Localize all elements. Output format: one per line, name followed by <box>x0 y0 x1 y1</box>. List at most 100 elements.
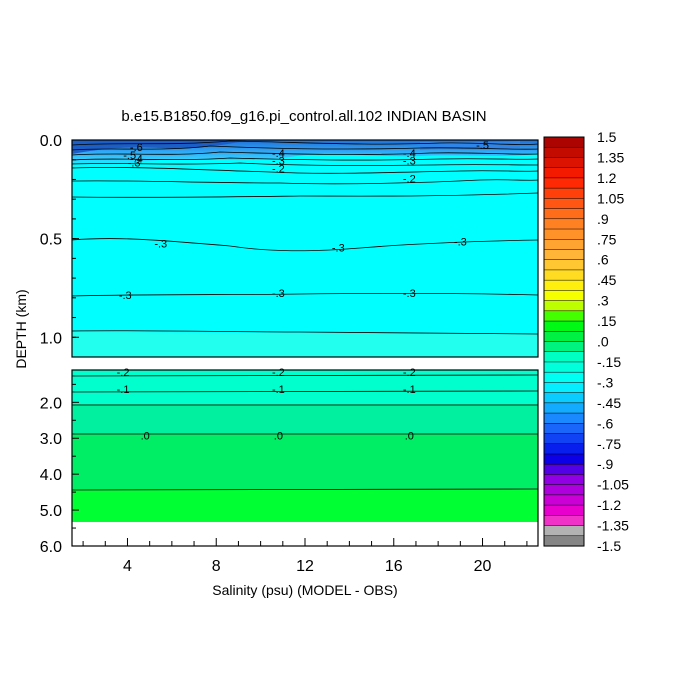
contour-label: -.1 <box>403 384 416 396</box>
upper-panel <box>71 139 539 358</box>
colorbar-label: -1.5 <box>597 538 621 554</box>
lower-fill-green <box>72 434 538 490</box>
contour-label: -.6 <box>130 142 143 154</box>
colorbar-swatch <box>543 146 585 159</box>
colorbar-label: -.45 <box>597 395 621 411</box>
colorbar-swatch <box>543 167 585 179</box>
colorbar-label: -.3 <box>597 374 614 390</box>
colorbar-swatch <box>543 423 585 435</box>
colorbar-swatch <box>543 157 585 169</box>
colorbar-label: .3 <box>597 293 609 309</box>
colorbar-swatch <box>543 228 585 240</box>
colorbar-swatch <box>543 535 585 547</box>
colorbar-swatch <box>543 474 585 486</box>
colorbar-swatch <box>543 239 585 251</box>
colorbar-swatch <box>543 259 585 271</box>
upper-fill-lower-band <box>72 332 538 357</box>
colorbar-swatch <box>543 382 585 394</box>
upper-contour-lines <box>71 140 539 335</box>
colorbar-label: 1.2 <box>597 170 617 186</box>
colorbar-swatch <box>543 208 585 220</box>
colorbar-label: .45 <box>597 272 617 288</box>
colorbar-swatch <box>543 279 585 291</box>
colorbar-label: .6 <box>597 252 609 268</box>
contour-label: -.1 <box>117 384 130 396</box>
y-tick-label: 1.0 <box>40 330 62 347</box>
colorbar-frame <box>543 136 585 547</box>
colorbar-label: -1.35 <box>597 518 629 534</box>
contour-label: .0 <box>274 430 283 442</box>
colorbar-labels: 1.5 1.35 1.2 1.05 .9 .75 .6 .45 .3 .15 .0 -.15 -.3 -.… <box>597 129 629 554</box>
colorbar-swatch <box>543 494 585 506</box>
x-tick-label: 20 <box>474 558 492 575</box>
colorbar-swatch <box>543 320 585 332</box>
colorbar-label: -.6 <box>597 415 614 431</box>
x-tick-label: 4 <box>123 558 132 575</box>
lower-fill-green-bright <box>72 489 538 523</box>
contour-label: -.3 <box>403 288 416 300</box>
colorbar-label: .15 <box>597 313 617 329</box>
contour-label: -.5 <box>123 150 136 162</box>
colorbar-label: -.9 <box>597 456 614 472</box>
contour-label: -.4 <box>272 148 285 160</box>
contour-label: -.3 <box>128 158 141 170</box>
contour-label: -.3 <box>332 243 345 255</box>
contour-label: .0 <box>405 430 414 442</box>
colorbar-swatch <box>543 218 585 230</box>
colorbar-swatch <box>543 310 585 322</box>
colorbar-swatch <box>543 249 585 261</box>
contour-label: -.5 <box>476 140 489 152</box>
lower-panel <box>71 369 539 547</box>
colorbar-label: 1.05 <box>597 190 624 206</box>
colorbar-label: .9 <box>597 211 609 227</box>
colorbar-swatch <box>543 484 585 496</box>
colorbar-label: .0 <box>597 334 609 350</box>
colorbar-swatch <box>543 433 585 445</box>
y-axis-label: DEPTH (km) <box>13 289 29 368</box>
contour-label: -.3 <box>403 156 416 168</box>
x-tick-label: 8 <box>212 558 221 575</box>
contour-label: -.2 <box>272 367 285 379</box>
colorbar-swatch <box>543 300 585 312</box>
y-tick-label: 6.0 <box>40 539 62 556</box>
colorbar-label: .75 <box>597 231 617 247</box>
x-ticks: 4 8 12 16 20 <box>82 538 528 575</box>
colorbar-swatch <box>543 392 585 404</box>
x-tick-label: 16 <box>385 558 403 575</box>
y-tick-label: 4.0 <box>40 467 62 484</box>
x-axis-label: Salinity (psu) (MODEL - OBS) <box>212 582 397 598</box>
contour-label: -.3 <box>454 237 467 249</box>
colorbar-label: -1.05 <box>597 477 629 493</box>
colorbar-swatch <box>543 136 585 148</box>
lower-fill-aqua <box>72 370 538 410</box>
colorbar-label: 1.5 <box>597 129 617 145</box>
colorbar-label: -.15 <box>597 354 621 370</box>
chart-title: b.e15.B1850.f09_g16.pi_control.all.102 I… <box>121 108 486 125</box>
colorbar-swatch <box>543 361 585 373</box>
colorbar-label: -1.2 <box>597 497 621 513</box>
colorbar-swatch <box>543 504 585 516</box>
colorbar-swatch <box>543 198 585 210</box>
colorbar-swatch <box>543 463 585 475</box>
y-tick-label: 5.0 <box>40 503 62 520</box>
contour-label: -.4 <box>403 148 416 160</box>
y-tick-label: 0.0 <box>40 133 62 150</box>
x-tick-label: 12 <box>296 558 314 575</box>
contour-label: -.2 <box>272 164 285 176</box>
contour-label: -.2 <box>117 367 130 379</box>
colorbar-swatch <box>543 177 585 189</box>
lower-fill-green-mid <box>72 404 538 436</box>
colorbar-swatch <box>543 371 585 383</box>
colorbar-swatch <box>543 515 585 527</box>
colorbar-swatch <box>543 341 585 353</box>
colorbar-swatch <box>543 290 585 302</box>
y-tick-label: 2.0 <box>40 395 62 412</box>
contour-label: -.2 <box>403 367 416 379</box>
contour-label: -.4 <box>130 154 143 166</box>
colorbar-swatch <box>543 351 585 363</box>
contour-label: .0 <box>141 430 150 442</box>
upper-panel-frame <box>71 139 539 358</box>
y-ticks-lower: 2.0 3.0 4.0 5.0 6.0 <box>40 383 79 556</box>
colorbar-swatch <box>543 525 585 537</box>
